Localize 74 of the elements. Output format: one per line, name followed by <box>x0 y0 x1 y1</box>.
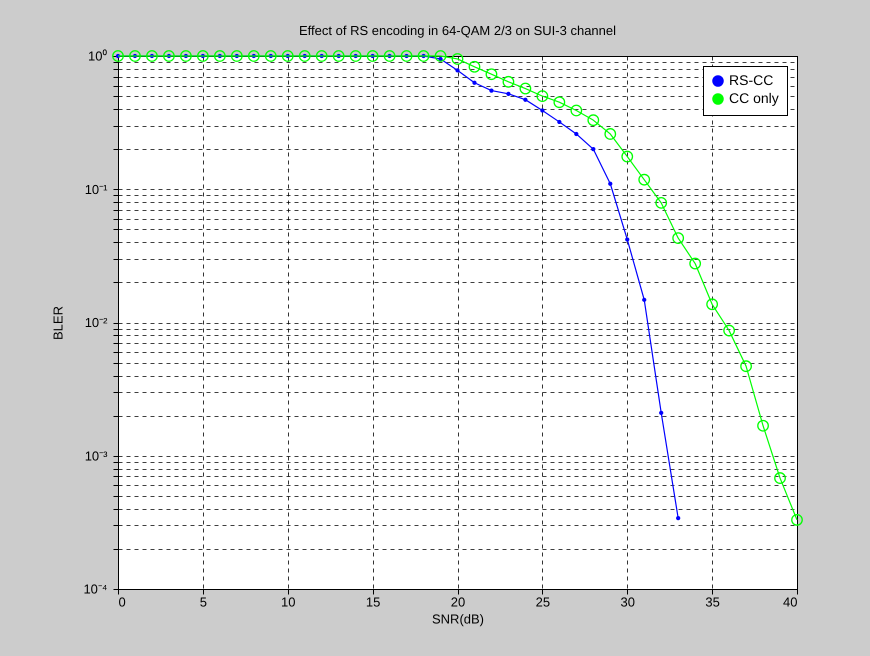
point <box>574 132 578 136</box>
x-axis-title: SNR(dB) <box>432 612 484 626</box>
point <box>434 50 446 62</box>
x-tick-label: 0 <box>118 594 126 610</box>
point <box>676 516 680 520</box>
x-tick-label: 30 <box>620 594 635 610</box>
point <box>706 298 718 310</box>
point <box>112 50 124 62</box>
point <box>332 50 345 62</box>
point <box>523 98 528 102</box>
point <box>366 50 379 62</box>
point <box>557 120 562 124</box>
point <box>384 50 396 62</box>
x-tick-label: 35 <box>705 594 720 610</box>
y-tick-label: 10⁻⁴ <box>83 582 108 596</box>
point <box>180 50 192 62</box>
chart-title: Effect of RS encoding in 64-QAM 2/3 on SUI-3 channel <box>299 23 616 38</box>
point <box>316 50 328 62</box>
y-tick-label: 10⁻³ <box>84 448 108 464</box>
point <box>452 53 464 65</box>
point <box>486 68 498 80</box>
point <box>230 50 243 62</box>
point <box>672 232 684 244</box>
point <box>553 96 566 108</box>
point <box>536 90 548 102</box>
point <box>196 50 209 62</box>
point <box>621 150 634 162</box>
point <box>489 88 494 93</box>
point <box>520 82 532 94</box>
point <box>163 50 175 62</box>
point <box>350 50 362 62</box>
point <box>774 472 786 484</box>
x-tick-label: 40 <box>783 594 798 610</box>
point <box>604 128 616 140</box>
point <box>282 50 294 62</box>
point <box>659 410 664 415</box>
point <box>455 68 460 72</box>
x-tick-label: 25 <box>536 594 550 610</box>
point <box>723 324 735 336</box>
point <box>472 80 477 85</box>
legend-label: RS-CC <box>729 72 774 88</box>
point <box>214 50 226 62</box>
x-tick-label: 15 <box>366 594 380 610</box>
point <box>400 50 412 62</box>
point <box>146 50 158 62</box>
point <box>740 360 752 372</box>
point <box>791 514 803 526</box>
point <box>642 298 646 302</box>
point <box>570 104 582 116</box>
point <box>655 197 668 209</box>
point <box>502 76 514 88</box>
y-tick-label: 10⁰ <box>88 48 108 64</box>
point <box>591 147 596 152</box>
point <box>264 50 277 62</box>
point <box>757 420 769 432</box>
y-tick-label: 10⁻¹ <box>84 182 108 197</box>
x-tick-label: 10 <box>281 594 296 610</box>
point <box>298 50 311 62</box>
point <box>638 174 650 186</box>
point <box>248 50 260 62</box>
point <box>540 108 544 113</box>
y-tick-label: 10⁻² <box>84 315 108 330</box>
legend-label: CC only <box>729 90 779 106</box>
point <box>129 50 141 62</box>
point <box>608 182 612 186</box>
y-axis-title: BLER <box>50 306 66 340</box>
point <box>587 114 600 126</box>
point <box>506 92 511 96</box>
x-tick-label: 5 <box>200 594 207 610</box>
point <box>689 258 702 270</box>
point <box>625 237 630 242</box>
point <box>468 60 480 73</box>
point <box>418 50 430 62</box>
x-tick-label: 20 <box>450 594 466 610</box>
